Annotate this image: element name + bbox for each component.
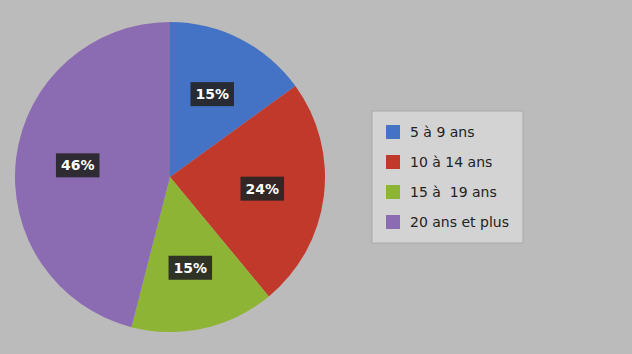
legend-label: 20 ans et plus — [410, 214, 509, 230]
legend-label: 10 à 14 ans — [410, 154, 492, 170]
data-label-group: 15% — [169, 256, 213, 280]
data-label: 24% — [246, 181, 280, 197]
data-label: 15% — [174, 260, 208, 276]
legend-swatch — [386, 125, 400, 139]
legend-frame — [372, 111, 523, 243]
data-label-box — [241, 177, 285, 201]
pie-slice — [170, 86, 325, 297]
slices — [15, 22, 325, 332]
pie-slice — [15, 22, 170, 327]
data-label-box — [169, 256, 213, 280]
data-label-group: 46% — [56, 153, 100, 177]
data-label-box — [56, 153, 100, 177]
data-labels: 15% 24% 15% 46% — [56, 82, 284, 280]
legend-swatch — [386, 155, 400, 169]
legend-label: 5 à 9 ans — [410, 124, 475, 140]
data-label-box — [190, 82, 234, 106]
legend-label: 15 à 19 ans — [410, 184, 497, 200]
data-label: 46% — [61, 157, 95, 173]
data-label: 15% — [195, 86, 229, 102]
legend-swatch — [386, 185, 400, 199]
legend-swatch — [386, 215, 400, 229]
chart: 15% 24% 15% 46% 5 à 9 ans 10 à 14 ans 15 à 19 … — [0, 0, 632, 354]
data-label-group: 15% — [190, 82, 234, 106]
chart-container: 15% 24% 15% 46% 5 à 9 ans 10 à 14 ans 15 à 19 … — [0, 0, 632, 354]
legend: 5 à 9 ans 10 à 14 ans 15 à 19 ans 20 ans et… — [372, 111, 523, 243]
data-label-group: 24% — [241, 177, 285, 201]
